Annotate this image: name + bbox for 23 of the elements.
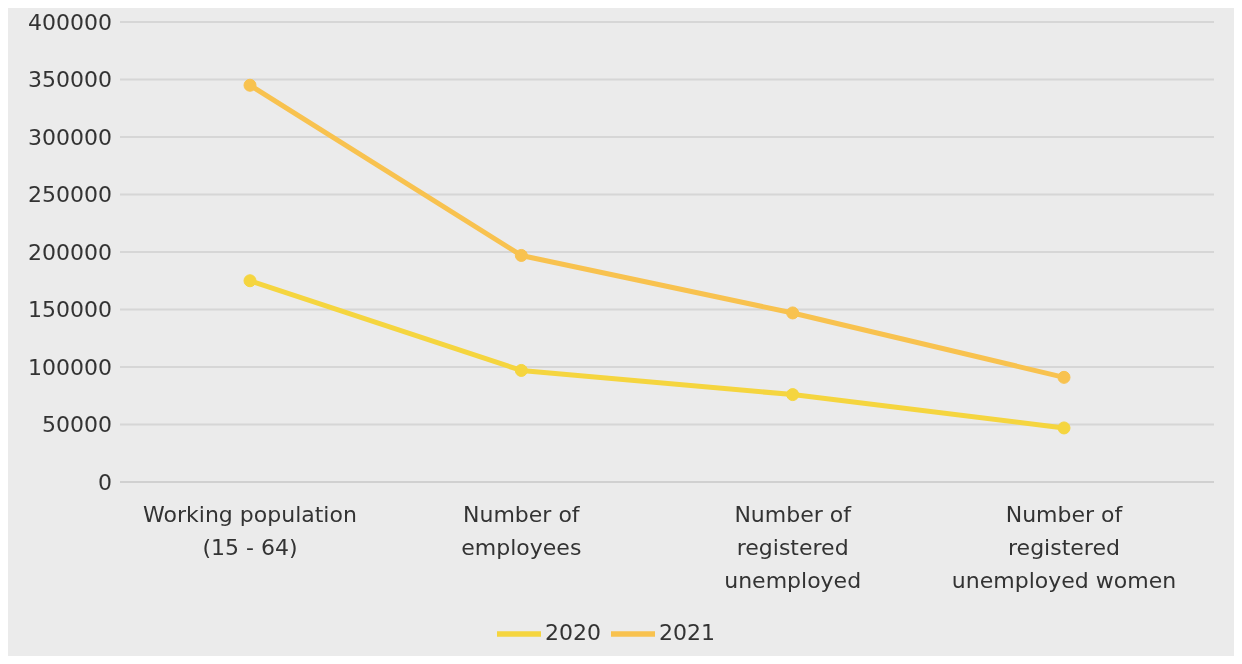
y-tick-label: 250000 bbox=[28, 182, 112, 208]
x-tick-label: Number of registered unemployed women bbox=[951, 501, 1177, 593]
y-tick-label: 200000 bbox=[28, 239, 112, 265]
x-tick-label: Working population (15 - 64) bbox=[143, 501, 357, 560]
point bbox=[1057, 370, 1071, 384]
point bbox=[514, 248, 528, 262]
legend-label: 2020 bbox=[545, 620, 601, 645]
point bbox=[1057, 421, 1071, 435]
y-tick-label: 350000 bbox=[28, 67, 112, 93]
point bbox=[786, 306, 800, 320]
y-tick-label: 400000 bbox=[28, 9, 112, 35]
point bbox=[243, 274, 257, 288]
y-tick-label: 0 bbox=[98, 469, 112, 495]
point bbox=[786, 388, 800, 402]
x-tick-label: Number of employees bbox=[461, 501, 582, 560]
point bbox=[243, 78, 257, 92]
legend-label: 2021 bbox=[659, 620, 715, 645]
y-tick-label: 150000 bbox=[28, 297, 112, 323]
y-tick-label: 50000 bbox=[42, 412, 112, 438]
x-tick-label: Number of registered unemployed bbox=[724, 501, 862, 593]
point bbox=[514, 363, 528, 377]
y-tick-label: 300000 bbox=[28, 124, 112, 150]
y-tick-label: 100000 bbox=[28, 354, 112, 380]
